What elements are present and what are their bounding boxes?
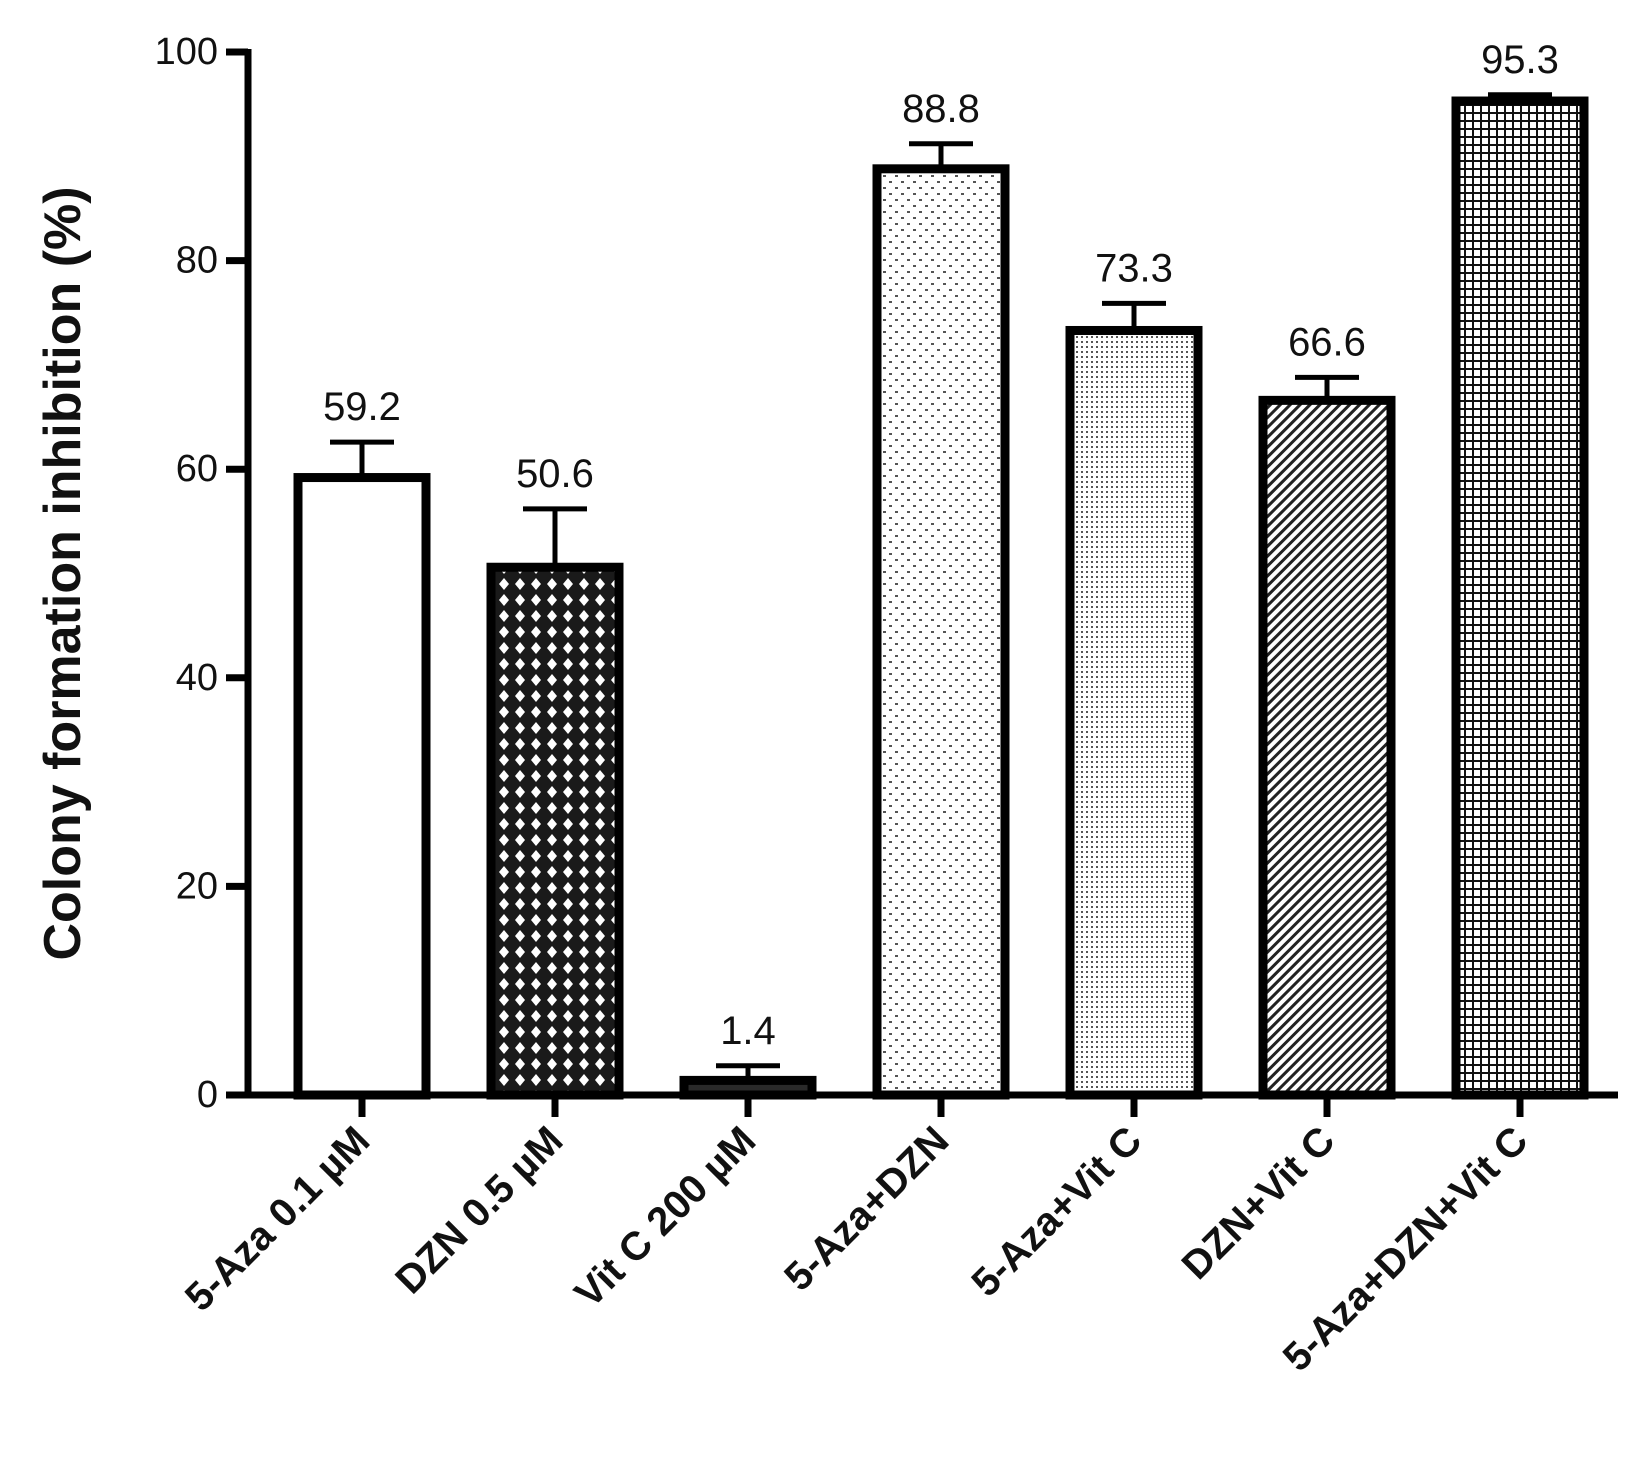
- y-tick-label: 20: [176, 865, 218, 907]
- data-label: 50.6: [516, 452, 594, 496]
- data-label: 66.6: [1288, 320, 1366, 364]
- bar: [1065, 325, 1203, 1100]
- x-category-label: 5-Aza 0.1 µM: [177, 1118, 378, 1319]
- error-bars: [330, 92, 1552, 1081]
- data-label: 59.2: [323, 385, 401, 429]
- bar: [486, 562, 624, 1100]
- data-label: 95.3: [1481, 38, 1559, 82]
- data-label: 1.4: [720, 1009, 776, 1053]
- x-category-label: DZN 0.5 µM: [387, 1118, 571, 1302]
- y-tick-label: 40: [176, 657, 218, 699]
- y-tick-label: 100: [155, 31, 218, 73]
- data-label: 88.8: [902, 87, 980, 131]
- bars: [293, 96, 1589, 1100]
- value-labels: 59.2 50.6 1.4 88.8 73.3 66.6 95.3: [323, 38, 1559, 1053]
- bar: [872, 164, 1010, 1100]
- y-axis-ticks: 0 20 40 60 80 100: [155, 31, 248, 1116]
- x-category-label: Vit C 200 µM: [567, 1118, 765, 1316]
- y-axis-title: Colony formation inhibition (%): [34, 186, 92, 960]
- bar: [293, 473, 431, 1100]
- y-tick-label: 80: [176, 240, 218, 282]
- x-category-label: 5-Aza+Vit C: [963, 1118, 1150, 1305]
- x-category-label: 5-Aza+DZN: [776, 1118, 957, 1299]
- bar: [1451, 96, 1589, 1100]
- x-category-label: DZN+Vit C: [1174, 1118, 1344, 1288]
- bar: [1258, 395, 1396, 1100]
- y-tick-label: 60: [176, 448, 218, 490]
- y-tick-label: 0: [197, 1074, 218, 1116]
- data-label: 73.3: [1095, 246, 1173, 290]
